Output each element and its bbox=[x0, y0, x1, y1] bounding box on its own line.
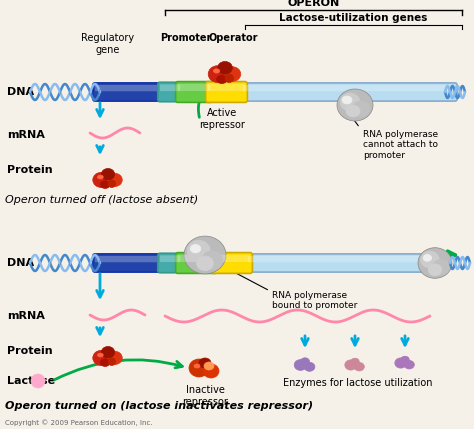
FancyBboxPatch shape bbox=[160, 85, 180, 91]
FancyBboxPatch shape bbox=[213, 255, 250, 262]
Text: Operon turned on (lactose inactivates repressor): Operon turned on (lactose inactivates re… bbox=[5, 401, 313, 411]
Ellipse shape bbox=[101, 169, 115, 180]
Ellipse shape bbox=[217, 75, 227, 84]
Ellipse shape bbox=[31, 374, 45, 388]
Ellipse shape bbox=[301, 358, 310, 365]
FancyBboxPatch shape bbox=[93, 83, 167, 101]
FancyBboxPatch shape bbox=[210, 253, 252, 273]
Ellipse shape bbox=[345, 360, 357, 370]
Ellipse shape bbox=[224, 67, 241, 82]
Text: Regulatory
gene: Regulatory gene bbox=[82, 33, 135, 54]
Ellipse shape bbox=[337, 89, 373, 121]
Text: Protein: Protein bbox=[7, 165, 53, 175]
Ellipse shape bbox=[189, 359, 209, 377]
Ellipse shape bbox=[107, 173, 122, 187]
Ellipse shape bbox=[225, 74, 233, 82]
Ellipse shape bbox=[93, 350, 110, 366]
Ellipse shape bbox=[428, 264, 442, 276]
Ellipse shape bbox=[199, 358, 211, 368]
FancyBboxPatch shape bbox=[93, 254, 167, 272]
Ellipse shape bbox=[93, 172, 110, 187]
Ellipse shape bbox=[204, 362, 214, 370]
Ellipse shape bbox=[184, 236, 226, 274]
Ellipse shape bbox=[101, 347, 115, 358]
Text: Operator: Operator bbox=[208, 33, 258, 43]
Ellipse shape bbox=[213, 69, 220, 73]
Ellipse shape bbox=[197, 256, 213, 271]
Text: Copyright © 2009 Pearson Education, Inc.: Copyright © 2009 Pearson Education, Inc. bbox=[5, 419, 153, 426]
Ellipse shape bbox=[98, 175, 103, 179]
FancyBboxPatch shape bbox=[160, 255, 180, 262]
Text: Operon turned off (lactose absent): Operon turned off (lactose absent) bbox=[5, 195, 198, 205]
Ellipse shape bbox=[401, 356, 409, 363]
Ellipse shape bbox=[352, 101, 370, 117]
Ellipse shape bbox=[187, 240, 210, 261]
Ellipse shape bbox=[100, 359, 110, 366]
Ellipse shape bbox=[395, 358, 407, 368]
Ellipse shape bbox=[194, 364, 200, 368]
Ellipse shape bbox=[342, 96, 352, 104]
Text: mRNA: mRNA bbox=[7, 130, 45, 140]
FancyBboxPatch shape bbox=[95, 85, 165, 91]
Text: mRNA: mRNA bbox=[7, 311, 45, 321]
Ellipse shape bbox=[107, 351, 122, 365]
FancyBboxPatch shape bbox=[206, 82, 247, 103]
Ellipse shape bbox=[100, 181, 110, 188]
Ellipse shape bbox=[304, 363, 315, 372]
Text: RNA polymerase
bound to promoter: RNA polymerase bound to promoter bbox=[272, 291, 357, 311]
Ellipse shape bbox=[418, 248, 452, 278]
Text: Promoter: Promoter bbox=[160, 33, 212, 43]
Ellipse shape bbox=[354, 363, 365, 371]
Text: DNA: DNA bbox=[7, 258, 34, 268]
Ellipse shape bbox=[108, 358, 116, 366]
Text: Protein: Protein bbox=[7, 346, 53, 356]
FancyBboxPatch shape bbox=[246, 254, 437, 272]
FancyBboxPatch shape bbox=[175, 82, 212, 103]
Ellipse shape bbox=[218, 61, 232, 74]
Text: OPERON: OPERON bbox=[287, 0, 340, 8]
Ellipse shape bbox=[340, 93, 360, 111]
Ellipse shape bbox=[432, 260, 449, 275]
Ellipse shape bbox=[203, 364, 219, 378]
FancyBboxPatch shape bbox=[241, 83, 457, 101]
Ellipse shape bbox=[420, 251, 439, 268]
Text: RNA polymerase
cannot attach to
promoter: RNA polymerase cannot attach to promoter bbox=[363, 130, 438, 160]
Text: Lactose: Lactose bbox=[7, 376, 55, 386]
Ellipse shape bbox=[108, 180, 116, 187]
FancyBboxPatch shape bbox=[158, 253, 182, 273]
Ellipse shape bbox=[423, 254, 432, 261]
FancyBboxPatch shape bbox=[178, 255, 215, 262]
Text: Inactive
repressor: Inactive repressor bbox=[182, 385, 228, 407]
Text: Active
repressor: Active repressor bbox=[199, 108, 245, 130]
FancyBboxPatch shape bbox=[208, 84, 245, 91]
FancyBboxPatch shape bbox=[175, 253, 218, 273]
Text: DNA: DNA bbox=[7, 87, 34, 97]
FancyBboxPatch shape bbox=[248, 256, 435, 262]
Ellipse shape bbox=[294, 360, 307, 370]
Ellipse shape bbox=[190, 245, 201, 253]
Ellipse shape bbox=[208, 66, 227, 82]
FancyBboxPatch shape bbox=[178, 84, 210, 91]
FancyBboxPatch shape bbox=[95, 256, 165, 262]
Ellipse shape bbox=[202, 251, 223, 270]
Ellipse shape bbox=[98, 353, 103, 357]
Ellipse shape bbox=[351, 358, 359, 365]
Ellipse shape bbox=[404, 360, 414, 369]
FancyBboxPatch shape bbox=[158, 82, 182, 102]
Text: Lactose-utilization genes: Lactose-utilization genes bbox=[279, 13, 427, 23]
FancyBboxPatch shape bbox=[243, 85, 455, 91]
Text: Enzymes for lactose utilization: Enzymes for lactose utilization bbox=[283, 378, 433, 388]
Ellipse shape bbox=[346, 105, 360, 117]
